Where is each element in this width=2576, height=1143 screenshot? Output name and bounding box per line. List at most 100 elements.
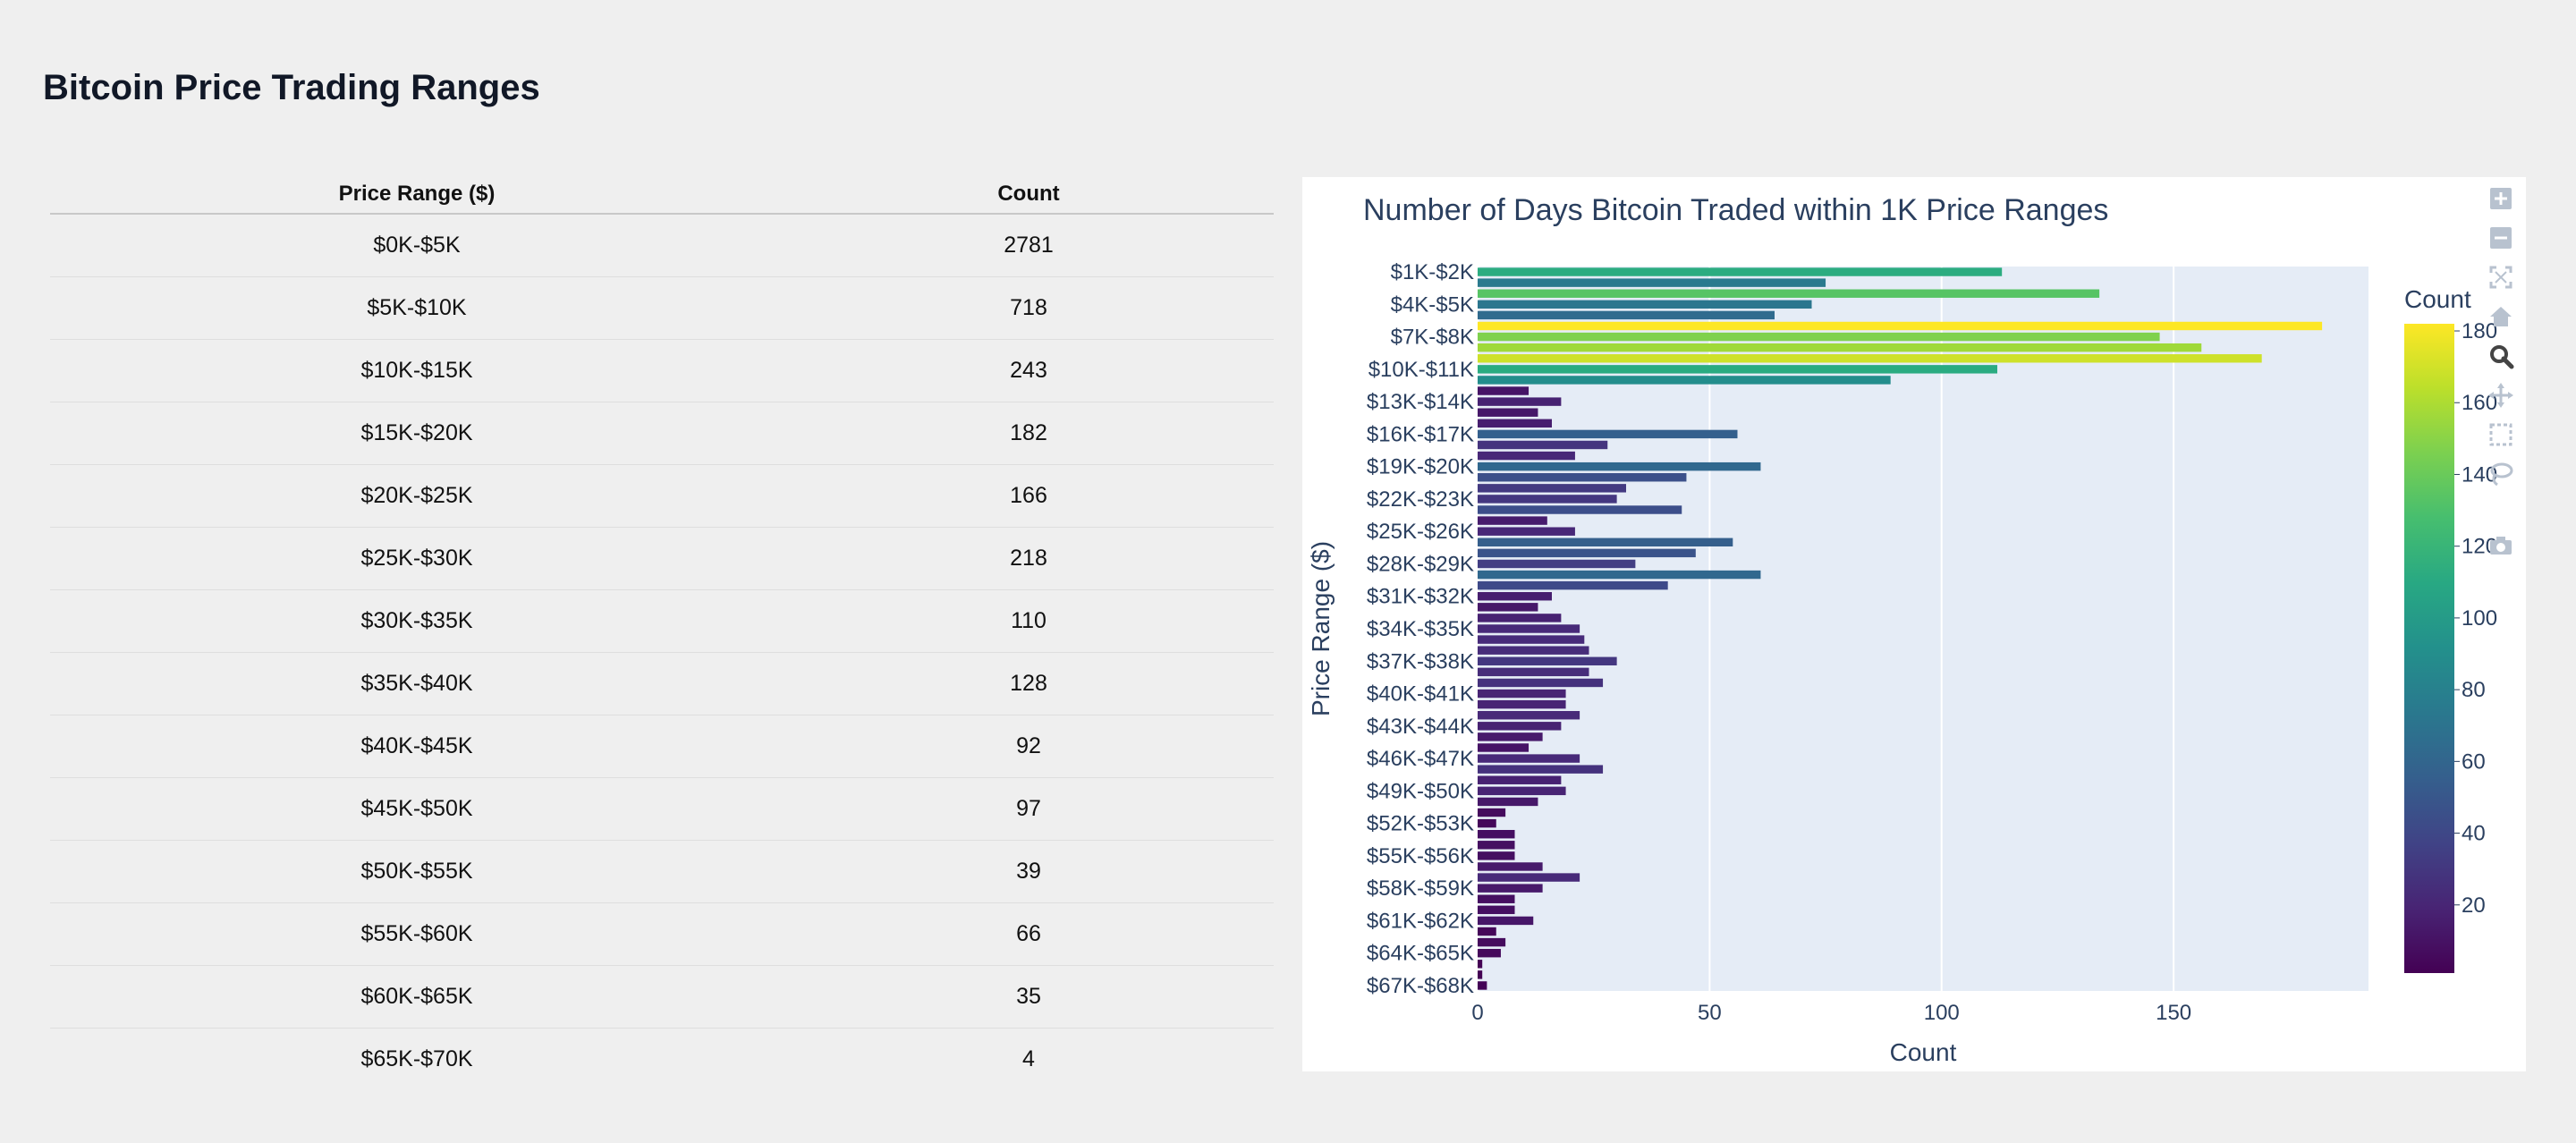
zoom-in-button[interactable] xyxy=(2487,184,2515,213)
bar-36k-37k[interactable] xyxy=(1478,646,1589,655)
bar-63k-64k[interactable] xyxy=(1478,937,1506,947)
bar-5k-6k[interactable] xyxy=(1478,310,1775,320)
bar-17k-18k[interactable] xyxy=(1478,440,1608,450)
pan-button[interactable] xyxy=(2487,381,2515,410)
x-axis-title: Count xyxy=(1890,1038,1957,1066)
bar-51k-52k[interactable] xyxy=(1478,808,1506,817)
table-row: $65K-$70K 4 xyxy=(50,1029,1274,1091)
bar-2k-3k[interactable] xyxy=(1478,278,1826,287)
bar-chart[interactable]: $1K-$2K $4K-$5K $7K-$8K $10K-$11K $13K-$14K $… xyxy=(1302,177,2526,1071)
plot-area xyxy=(1478,267,2368,991)
bar-6k-7k[interactable] xyxy=(1478,321,2323,331)
bar-48k-49k[interactable] xyxy=(1478,775,1562,784)
bar-21k-22k[interactable] xyxy=(1478,484,1626,493)
bar-28k-29k[interactable] xyxy=(1478,559,1636,569)
table-row: $50K-$55K 39 xyxy=(50,840,1274,903)
bar-61k-62k[interactable] xyxy=(1478,916,1534,926)
table-row: $25K-$30K 218 xyxy=(50,527,1274,590)
price-range-cell: $35K-$40K xyxy=(50,652,784,715)
bar-3k-4k[interactable] xyxy=(1478,289,2100,298)
minus-icon xyxy=(2490,227,2512,249)
bar-60k-61k[interactable] xyxy=(1478,905,1515,915)
bar-47k-48k[interactable] xyxy=(1478,765,1604,774)
home-icon xyxy=(2490,307,2512,326)
table-row: $0K-$5K 2781 xyxy=(50,214,1274,277)
bar-8k-9k[interactable] xyxy=(1478,343,2202,352)
bar-39k-40k[interactable] xyxy=(1478,678,1604,688)
lasso-icon xyxy=(2490,462,2513,487)
bar-54k-55k[interactable] xyxy=(1478,841,1515,850)
zoom-button[interactable] xyxy=(2487,342,2515,370)
count-cell: 92 xyxy=(784,715,1274,778)
bar-34k-35k[interactable] xyxy=(1478,624,1580,633)
count-cell: 39 xyxy=(784,840,1274,903)
bar-59k-60k[interactable] xyxy=(1478,894,1515,903)
bar-37k-38k[interactable] xyxy=(1478,656,1617,665)
reset-axes-button[interactable] xyxy=(2487,302,2515,331)
bar-45k-46k[interactable] xyxy=(1478,743,1530,752)
bar-12k-13k[interactable] xyxy=(1478,386,1530,395)
y-tick-label: $37K-$38K xyxy=(1367,649,1474,673)
bar-44k-45k[interactable] xyxy=(1478,732,1543,741)
bar-46k-47k[interactable] xyxy=(1478,754,1580,763)
bar-11k-12k[interactable] xyxy=(1478,376,1891,385)
bar-53k-54k[interactable] xyxy=(1478,829,1515,839)
bar-15k-16k[interactable] xyxy=(1478,419,1552,428)
bar-57k-58k[interactable] xyxy=(1478,873,1580,882)
bar-56k-57k[interactable] xyxy=(1478,862,1543,871)
bar-30k-31k[interactable] xyxy=(1478,580,1668,590)
price-range-cell: $10K-$15K xyxy=(50,339,784,402)
bar-13k-14k[interactable] xyxy=(1478,397,1562,406)
price-range-cell: $50K-$55K xyxy=(50,840,784,903)
zoom-out-button[interactable] xyxy=(2487,224,2515,252)
bar-20k-21k[interactable] xyxy=(1478,473,1687,482)
bar-41k-42k[interactable] xyxy=(1478,699,1566,709)
plus-icon xyxy=(2490,188,2512,209)
bar-25k-26k[interactable] xyxy=(1478,527,1575,536)
download-plot-button[interactable] xyxy=(2487,531,2515,560)
bar-19k-20k[interactable] xyxy=(1478,461,1761,471)
bar-50k-51k[interactable] xyxy=(1478,797,1538,807)
bar-24k-25k[interactable] xyxy=(1478,516,1547,525)
bar-27k-28k[interactable] xyxy=(1478,548,1696,558)
bar-66k-67k[interactable] xyxy=(1478,970,1483,979)
price-range-cell: $15K-$20K xyxy=(50,402,784,465)
bar-32k-33k[interactable] xyxy=(1478,603,1538,612)
bar-62k-63k[interactable] xyxy=(1478,927,1496,936)
bar-49k-50k[interactable] xyxy=(1478,786,1566,796)
bar-26k-27k[interactable] xyxy=(1478,538,1733,546)
bar-67k-68k[interactable] xyxy=(1478,981,1487,990)
count-cell: 718 xyxy=(784,276,1274,340)
bar-58k-59k[interactable] xyxy=(1478,884,1543,893)
pan-arrows-icon xyxy=(2488,383,2513,408)
autoscale-button[interactable] xyxy=(2487,263,2515,292)
bar-1k-2k[interactable] xyxy=(1478,267,2003,276)
price-range-cell: $0K-$5K xyxy=(50,214,784,277)
bar-35k-36k[interactable] xyxy=(1478,635,1585,644)
bar-23k-24k[interactable] xyxy=(1478,505,1682,514)
bar-65k-66k[interactable] xyxy=(1478,960,1483,969)
bar-31k-32k[interactable] xyxy=(1478,592,1552,601)
bar-33k-34k[interactable] xyxy=(1478,614,1562,622)
bar-42k-43k[interactable] xyxy=(1478,711,1580,720)
bar-7k-8k[interactable] xyxy=(1478,332,2160,342)
bar-16k-17k[interactable] xyxy=(1478,429,1738,439)
price-range-cell: $45K-$50K xyxy=(50,777,784,841)
x-tick-label: 150 xyxy=(2156,1001,2191,1025)
bar-38k-39k[interactable] xyxy=(1478,667,1589,677)
bar-4k-5k[interactable] xyxy=(1478,300,1812,309)
price-range-cell: $65K-$70K xyxy=(360,1046,473,1071)
bar-10k-11k[interactable] xyxy=(1478,365,1997,374)
bar-22k-23k[interactable] xyxy=(1478,495,1617,504)
lasso-select-button[interactable] xyxy=(2487,460,2515,488)
bar-14k-15k[interactable] xyxy=(1478,408,1538,417)
bar-43k-44k[interactable] xyxy=(1478,722,1562,731)
bar-9k-10k[interactable] xyxy=(1478,354,2262,363)
bar-18k-19k[interactable] xyxy=(1478,451,1575,461)
bar-64k-65k[interactable] xyxy=(1478,948,1501,958)
bar-55k-56k[interactable] xyxy=(1478,851,1515,860)
bar-29k-30k[interactable] xyxy=(1478,570,1761,580)
box-select-button[interactable] xyxy=(2487,420,2515,449)
bar-40k-41k[interactable] xyxy=(1478,689,1566,698)
bar-52k-53k[interactable] xyxy=(1478,818,1496,828)
